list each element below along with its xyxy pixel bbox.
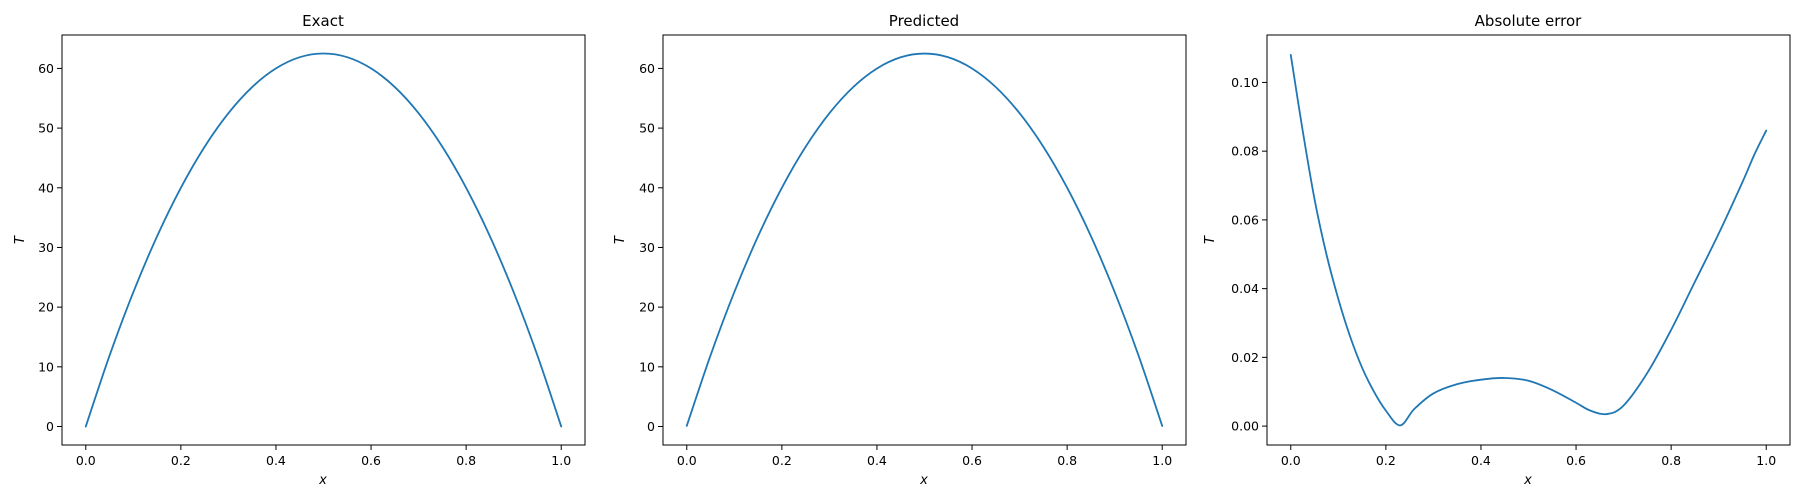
exact-y-tick-label: 50 (38, 121, 54, 136)
absolute-error-y-tick-label: 0.04 (1231, 281, 1259, 296)
exact-series-line (84, 52, 563, 428)
predicted-title: Predicted (889, 12, 959, 30)
predicted-x-ticks: 0.0 0.2 0.4 0.6 0.8 1.0 (677, 445, 1172, 468)
predicted-subplot: Predicted 0.0 0.2 0.4 0.6 0.8 1.0 0 10 20 30 40 50… (613, 12, 1187, 488)
exact-x-tick-label: 0.2 (171, 453, 191, 468)
exact-x-tick-label: 0.8 (456, 453, 476, 468)
exact-plot-frame (61, 34, 586, 446)
absolute-error-y-tick-label: 0.00 (1231, 419, 1259, 434)
exact-x-tick-label: 1.0 (551, 453, 571, 468)
exact-y-tick-label: 20 (38, 300, 54, 315)
predicted-y-axis-label: T (613, 235, 628, 244)
predicted-x-tick-label: 0.4 (867, 453, 887, 468)
absolute-error-y-tick-label: 0.08 (1231, 144, 1259, 159)
predicted-x-tick-label: 1.0 (1152, 453, 1172, 468)
predicted-x-tick-label: 0.0 (677, 453, 697, 468)
exact-title: Exact (302, 12, 344, 30)
absolute-error-y-tick-label: 0.10 (1231, 75, 1259, 90)
absolute-error-plot-frame (1266, 34, 1791, 446)
predicted-x-axis-label: x (919, 473, 928, 488)
absolute-error-x-tick-label: 0.4 (1471, 453, 1491, 468)
predicted-y-tick-label: 50 (639, 121, 655, 136)
exact-x-axis-label: x (318, 473, 327, 488)
absolute-error-x-axis-label: x (1523, 473, 1532, 488)
predicted-y-tick-label: 60 (639, 61, 655, 76)
exact-y-tick-label: 60 (38, 61, 54, 76)
exact-x-tick-label: 0.0 (76, 453, 96, 468)
exact-x-ticks: 0.0 0.2 0.4 0.6 0.8 1.0 (76, 445, 571, 468)
exact-y-tick-label: 30 (38, 240, 54, 255)
exact-x-tick-label: 0.6 (361, 453, 381, 468)
predicted-y-tick-label: 0 (647, 419, 655, 434)
exact-x-tick-label: 0.4 (266, 453, 286, 468)
absolute-error-y-ticks: 0.00 0.02 0.04 0.06 0.08 0.10 (1231, 75, 1267, 434)
absolute-error-x-tick-label: 0.8 (1661, 453, 1681, 468)
predicted-series-line (685, 52, 1164, 427)
absolute-error-series-line (1289, 54, 1768, 427)
exact-y-tick-label: 10 (38, 359, 54, 374)
exact-subplot: Exact 0.0 0.2 0.4 0.6 0.8 1.0 0 10 20 30 40 50 60 x… (13, 12, 586, 488)
absolute-error-x-tick-label: 1.0 (1756, 453, 1776, 468)
absolute-error-x-ticks: 0.0 0.2 0.4 0.6 0.8 1.0 (1281, 445, 1776, 468)
predicted-y-tick-label: 10 (639, 359, 655, 374)
exact-y-ticks: 0 10 20 30 40 50 60 (38, 61, 62, 434)
predicted-y-tick-label: 40 (639, 180, 655, 195)
predicted-x-tick-label: 0.6 (962, 453, 982, 468)
absolute-error-subplot: Absolute error 0.0 0.2 0.4 0.6 0.8 1.0 0.000.… (1203, 12, 1791, 488)
exact-y-tick-label: 40 (38, 180, 54, 195)
predicted-y-tick-label: 30 (639, 240, 655, 255)
absolute-error-y-tick-label: 0.02 (1231, 350, 1259, 365)
predicted-y-tick-label: 20 (639, 300, 655, 315)
absolute-error-y-tick-label: 0.06 (1231, 212, 1259, 227)
absolute-error-x-tick-label: 0.2 (1376, 453, 1396, 468)
predicted-plot-frame (662, 34, 1187, 446)
predicted-y-ticks: 0 10 20 30 40 50 60 (639, 61, 663, 434)
exact-y-axis-label: T (13, 235, 28, 244)
predicted-x-tick-label: 0.2 (772, 453, 792, 468)
absolute-error-title: Absolute error (1475, 12, 1582, 30)
predicted-x-tick-label: 0.8 (1057, 453, 1077, 468)
exact-y-tick-label: 0 (46, 419, 54, 434)
absolute-error-x-tick-label: 0.0 (1281, 453, 1301, 468)
absolute-error-y-axis-label: T (1203, 235, 1218, 244)
absolute-error-x-tick-label: 0.6 (1566, 453, 1586, 468)
